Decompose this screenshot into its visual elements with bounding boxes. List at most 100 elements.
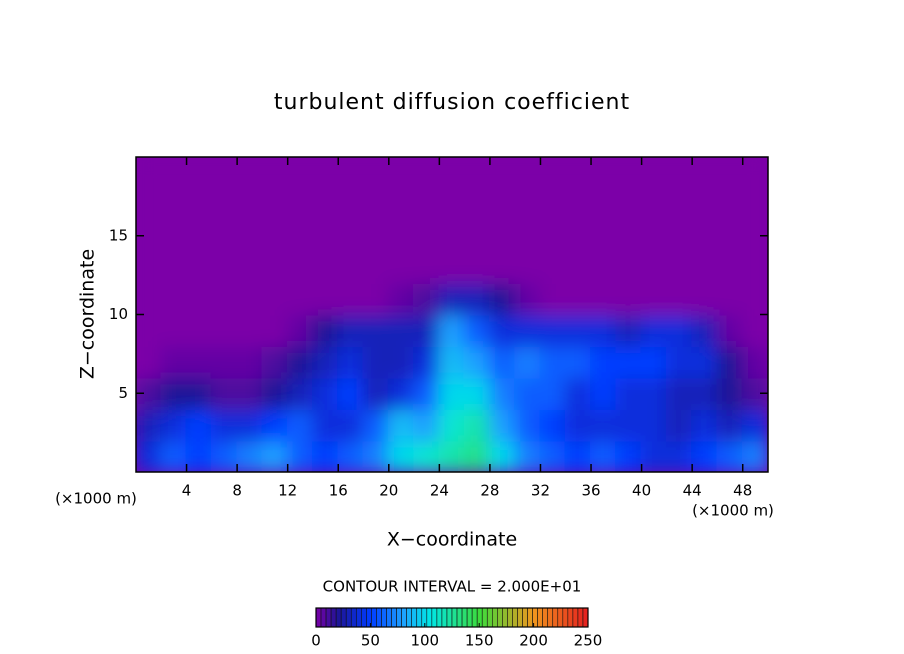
field-cell (362, 408, 390, 442)
field-cell (564, 313, 593, 347)
x-tick-label: 12 (278, 482, 297, 500)
field-cell (438, 250, 466, 284)
field-cell (564, 282, 593, 316)
x-tick-label: 8 (232, 482, 242, 500)
colorbar-swatch (401, 607, 407, 628)
field-cell (564, 187, 593, 221)
colorbar-swatch (552, 607, 559, 628)
field-cell (691, 313, 719, 347)
field-cell (438, 408, 466, 442)
field-cell (716, 313, 744, 347)
field-cell (691, 282, 719, 316)
field-cell (539, 157, 567, 190)
field-cell (691, 250, 719, 284)
field-cell (261, 345, 289, 379)
field-cell (691, 408, 719, 442)
field-cell (514, 250, 542, 284)
field-cell (387, 157, 416, 190)
field-cell (413, 250, 441, 284)
field-cell (236, 157, 264, 190)
colorbar-swatch (512, 607, 518, 628)
field-cell (362, 187, 390, 221)
field-cell (741, 408, 768, 442)
colorbar-swatch (340, 607, 347, 628)
field-cell (387, 313, 416, 347)
field-cell (488, 219, 517, 253)
field-cell (236, 376, 264, 410)
colorbar-swatch (537, 607, 543, 628)
field-cell (261, 250, 289, 284)
y-tick-label: 10 (109, 305, 128, 323)
field-cell (160, 439, 188, 472)
field-cell (185, 157, 213, 190)
field-cell (286, 219, 314, 253)
field-cell (236, 282, 264, 316)
field-cell (311, 187, 340, 221)
field-cell (261, 439, 289, 472)
x-unit-label: (×1000 m) (692, 502, 774, 520)
field-cell (311, 219, 340, 253)
field-cell (564, 439, 593, 472)
colorbar-swatch (497, 607, 503, 628)
colorbar-swatch (461, 607, 468, 628)
field-cell (387, 282, 416, 316)
field-cell (286, 187, 314, 221)
field-cell (691, 219, 719, 253)
colorbar-swatch (436, 607, 443, 628)
field-cell (362, 250, 390, 284)
field-cell (185, 313, 213, 347)
field-cell (741, 157, 768, 190)
colorbar-tick-label: 100 (410, 632, 439, 650)
field-cell (261, 408, 289, 442)
field-cell (741, 345, 768, 379)
field-cell (387, 250, 416, 284)
field-cell (261, 187, 289, 221)
field-cell (136, 408, 163, 442)
field-cell (210, 157, 239, 190)
field-cell (463, 313, 491, 347)
field-cell (185, 250, 213, 284)
field-cell (160, 219, 188, 253)
field-cell (590, 282, 618, 316)
field-cell (514, 282, 542, 316)
field-cell (337, 157, 365, 190)
field-cell (716, 439, 744, 472)
field-cell (615, 250, 643, 284)
field-cell (741, 313, 768, 347)
field-cell (463, 408, 491, 442)
field-cell (640, 439, 668, 472)
field-cell (337, 282, 365, 316)
colorbar-swatch (406, 607, 413, 628)
colorbar-swatch (361, 607, 367, 628)
field-cell (136, 345, 163, 379)
field-cell (488, 345, 517, 379)
field-cell (615, 282, 643, 316)
field-cell (514, 187, 542, 221)
field-cell (311, 439, 340, 472)
field-cell (362, 439, 390, 472)
field-cell (210, 187, 239, 221)
colorbar-swatch (325, 607, 332, 628)
field-cell (136, 250, 163, 284)
field-cell (236, 408, 264, 442)
colorbar-swatch (431, 607, 438, 628)
field-cell (691, 376, 719, 410)
field-cell (286, 157, 314, 190)
field-cell (463, 282, 491, 316)
field-cell (665, 250, 694, 284)
field-cell (136, 313, 163, 347)
field-cell (741, 250, 768, 284)
field-cell (236, 439, 264, 472)
colorbar-swatch (557, 607, 564, 628)
field-cell (514, 313, 542, 347)
field-cell (615, 157, 643, 190)
field-cell (665, 345, 694, 379)
field-cell (236, 250, 264, 284)
field-cell (210, 376, 239, 410)
field-cell (539, 187, 567, 221)
field-cell (514, 345, 542, 379)
field-cell (337, 187, 365, 221)
field-cell (640, 157, 668, 190)
field-cell (160, 345, 188, 379)
colorbar-tick-label: 50 (361, 632, 380, 650)
